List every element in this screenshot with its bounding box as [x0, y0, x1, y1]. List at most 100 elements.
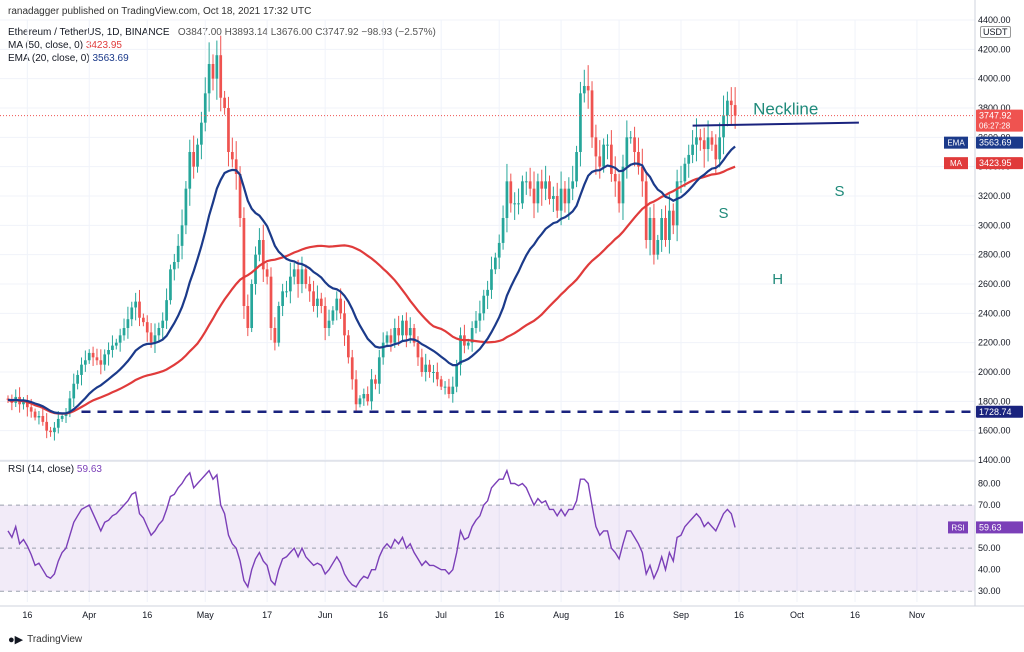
candle-body: [366, 394, 370, 402]
candle-body: [668, 210, 671, 240]
candle-body: [691, 144, 694, 155]
candle: [165, 288, 168, 329]
date-tick-label: 16: [614, 610, 624, 620]
candle-body: [273, 328, 277, 343]
date-tick-label: 16: [734, 610, 744, 620]
candle-body: [613, 174, 617, 182]
candle-body: [362, 394, 366, 399]
price-tick-label: 1800.00: [978, 396, 1011, 406]
ma-price-badge-text: 3423.95: [979, 158, 1012, 168]
candle: [161, 312, 165, 341]
candle: [733, 87, 737, 129]
candle: [389, 328, 393, 352]
ema-price-badge-text: 3563.69: [979, 138, 1012, 148]
candle: [91, 346, 95, 366]
date-tick-label: Apr: [82, 610, 96, 620]
candle: [72, 373, 76, 407]
candle-body: [122, 328, 126, 336]
candle-body: [729, 100, 733, 106]
candle: [679, 165, 683, 193]
candle: [192, 135, 196, 179]
ema-price-badge-box: [976, 136, 1023, 149]
candle-body: [114, 342, 118, 346]
candle-body: [706, 137, 710, 150]
candle-body: [265, 269, 269, 277]
candle-body: [439, 379, 443, 387]
candle: [726, 91, 729, 127]
candle-body: [621, 166, 625, 204]
candle-body: [625, 137, 629, 167]
candle: [470, 321, 474, 352]
price-tick-label: 3800.00: [978, 103, 1011, 113]
candle-body: [227, 108, 230, 152]
candle-body: [687, 154, 691, 164]
candle: [424, 353, 428, 382]
candle: [288, 262, 292, 304]
candle-body: [269, 276, 273, 328]
candle: [269, 267, 273, 341]
candle: [64, 408, 68, 423]
publisher-line: ranadagger published on TradingView.com,…: [8, 6, 312, 17]
candle: [172, 253, 176, 281]
candle-body: [528, 181, 532, 189]
candle-body: [517, 203, 520, 205]
date-tick-label: 16: [142, 610, 152, 620]
currency-badge[interactable]: USDT: [980, 26, 1011, 38]
candle: [56, 411, 60, 434]
candle: [215, 40, 219, 100]
price-tick-label: 2400.00: [978, 308, 1011, 318]
candle-body: [590, 90, 594, 138]
candle: [343, 300, 346, 346]
price-tick-label: 4400.00: [978, 15, 1011, 25]
candle: [621, 154, 625, 220]
candle-body: [308, 284, 312, 292]
candle-body: [470, 328, 474, 343]
candle: [230, 137, 234, 168]
price-tick-label: 3200.00: [978, 191, 1011, 201]
candle: [590, 81, 594, 148]
candles: [6, 35, 737, 441]
date-tick-label: Nov: [909, 610, 926, 620]
candle: [316, 285, 319, 318]
candle: [474, 311, 478, 334]
candle: [412, 323, 416, 347]
candle: [497, 234, 501, 270]
candle: [385, 331, 389, 347]
candle: [200, 111, 203, 160]
candle: [362, 388, 366, 406]
candle-body: [420, 357, 424, 372]
candle-body: [37, 416, 41, 418]
candle: [493, 252, 497, 275]
candle: [153, 323, 157, 353]
candle-body: [412, 328, 416, 343]
candle-body: [130, 307, 134, 320]
candle-body: [698, 137, 702, 141]
candle: [211, 54, 215, 91]
candle: [559, 171, 563, 226]
candle-body: [358, 398, 362, 405]
price-tick-label: 1400.00: [978, 455, 1011, 465]
candle: [668, 194, 671, 254]
candle-body: [435, 372, 439, 380]
candle: [323, 297, 327, 341]
candle: [138, 289, 141, 327]
candle-body: [169, 269, 172, 301]
candle: [439, 375, 443, 391]
ema-20-line: [7, 145, 736, 415]
tradingview-logo[interactable]: ●▶ TradingView: [8, 633, 82, 646]
candle: [285, 280, 288, 298]
candle: [76, 370, 79, 390]
ma-50-line: [7, 165, 736, 415]
candle-body: [347, 335, 350, 358]
ma-price-badge: 3423.95: [976, 157, 1023, 170]
candle-body: [536, 181, 540, 204]
candle-body: [41, 416, 45, 422]
rsi-title: RSI (14, close) 59.63: [8, 464, 102, 475]
candle: [331, 306, 335, 325]
candle-body: [451, 386, 455, 394]
candle-body: [300, 269, 304, 284]
last-price-badge-box: [976, 109, 1023, 132]
candle: [80, 357, 83, 386]
pattern-label: S: [835, 183, 845, 200]
